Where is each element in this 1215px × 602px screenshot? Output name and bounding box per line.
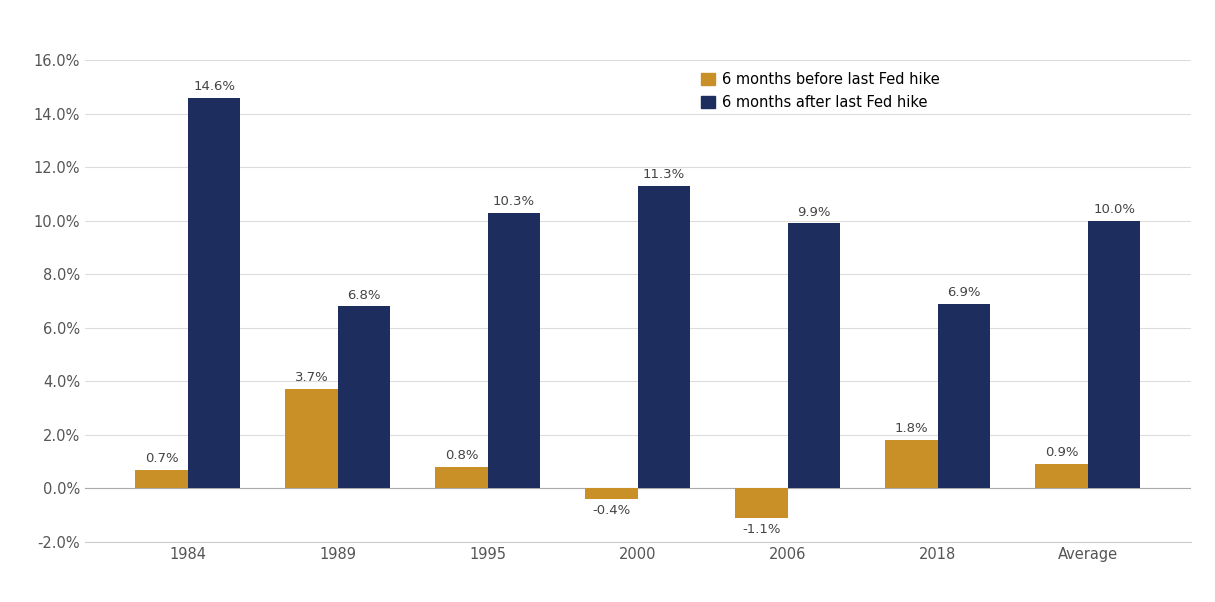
Legend: 6 months before last Fed hike, 6 months after last Fed hike: 6 months before last Fed hike, 6 months … [701, 72, 940, 110]
Bar [938, 303, 990, 488]
Text: 6.8%: 6.8% [347, 288, 380, 302]
Bar [1087, 221, 1141, 488]
Text: -1.1%: -1.1% [742, 523, 781, 536]
Bar [886, 440, 938, 488]
Bar [488, 213, 541, 488]
Bar [1035, 464, 1087, 488]
Bar [638, 186, 690, 488]
Text: 0.7%: 0.7% [145, 452, 179, 465]
Text: 3.7%: 3.7% [295, 371, 328, 385]
Text: 14.6%: 14.6% [193, 80, 234, 93]
Text: 11.3%: 11.3% [643, 168, 685, 181]
Bar [338, 306, 390, 488]
Text: 10.0%: 10.0% [1094, 203, 1135, 216]
Bar [735, 488, 787, 518]
Text: -0.4%: -0.4% [593, 504, 631, 517]
Text: Bond performance around end of major Fed tightening cycles: Bond performance around end of major Fed… [15, 21, 637, 39]
Bar [135, 470, 188, 488]
Bar [188, 98, 241, 488]
Text: 0.9%: 0.9% [1045, 447, 1079, 459]
Bar [435, 467, 488, 488]
Text: 10.3%: 10.3% [493, 195, 535, 208]
Bar [787, 223, 841, 488]
Text: 0.8%: 0.8% [445, 449, 479, 462]
Text: 1.8%: 1.8% [895, 423, 928, 435]
Bar [286, 389, 338, 488]
Text: 6.9%: 6.9% [948, 286, 981, 299]
Text: 9.9%: 9.9% [797, 206, 831, 219]
Bar [586, 488, 638, 499]
